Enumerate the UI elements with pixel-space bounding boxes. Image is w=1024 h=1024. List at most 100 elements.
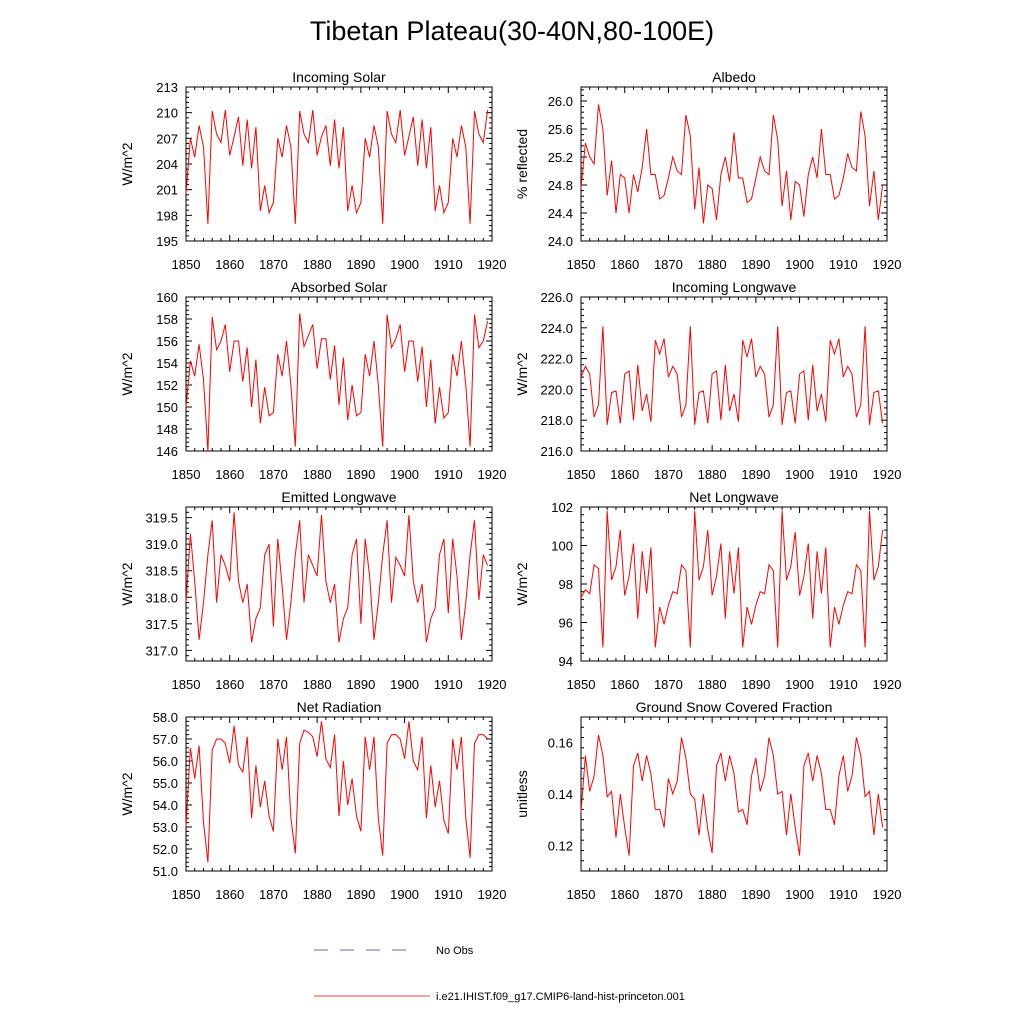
series-line-0 (185, 313, 489, 452)
y-tick-label: 317.0 (145, 643, 178, 658)
y-tick-label: 317.5 (145, 617, 178, 632)
x-tick-label: 1880 (303, 887, 332, 902)
y-tick-label: 24.4 (548, 206, 573, 221)
x-tick-label: 1890 (741, 257, 770, 272)
chart-panel-0: Incoming Solar W/m^2 1850 1860 1870 1880 1890 1… (119, 69, 506, 272)
x-tick-label: 1890 (346, 257, 375, 272)
y-tick-label: 319.5 (145, 511, 178, 526)
x-tick-label: 1870 (654, 467, 683, 482)
x-tick-label: 1890 (741, 467, 770, 482)
y-tick-label: 146 (156, 444, 178, 459)
x-tick-label: 1920 (873, 467, 902, 482)
y-tick-label: 207 (156, 131, 178, 146)
x-tick-label: 1910 (434, 677, 463, 692)
x-tick-label: 1880 (698, 677, 727, 692)
series-line-0 (580, 104, 884, 224)
x-tick-label: 1890 (346, 887, 375, 902)
y-tick-label: 148 (156, 422, 178, 437)
series-line-0 (185, 110, 489, 224)
y-tick-label: 210 (156, 106, 178, 121)
y-tick-label: 56.0 (153, 754, 178, 769)
x-tick-label: 1900 (390, 257, 419, 272)
x-tick-label: 1860 (610, 257, 639, 272)
panel-title: Net Radiation (297, 699, 382, 715)
x-tick-label: 1910 (434, 467, 463, 482)
legend-label-no-obs: No Obs (436, 945, 474, 957)
y-tick-label: 102 (551, 500, 573, 515)
chart-panel-5: Net Longwave W/m^2 1850 1860 1870 1880 1890 190… (514, 489, 901, 692)
panel-title: Absorbed Solar (291, 279, 388, 295)
figure-title: Tibetan Plateau(30-40N,80-100E) (310, 16, 714, 46)
x-tick-label: 1860 (610, 887, 639, 902)
x-tick-label: 1920 (478, 257, 507, 272)
y-tick-label: 222.0 (540, 352, 573, 367)
y-tick-label: 24.8 (548, 178, 573, 193)
y-tick-label: 198 (156, 208, 178, 223)
y-tick-label: 94 (559, 654, 573, 669)
y-tick-label: 58.0 (153, 710, 178, 725)
chart-panel-6: Net Radiation W/m^2 1850 1860 1870 1880 1890 19… (119, 699, 506, 902)
panel-title: Incoming Solar (292, 69, 386, 85)
x-tick-label: 1910 (434, 257, 463, 272)
x-tick-label: 1850 (172, 677, 201, 692)
y-tick-label: 218.0 (540, 413, 573, 428)
x-tick-label: 1870 (259, 887, 288, 902)
x-tick-label: 1880 (698, 257, 727, 272)
y-tick-label: 156 (156, 334, 178, 349)
y-tick-label: 152 (156, 378, 178, 393)
y-tick-label: 54.0 (153, 798, 178, 813)
x-tick-label: 1900 (785, 257, 814, 272)
plot-frame (185, 296, 493, 452)
x-tick-label: 1870 (259, 257, 288, 272)
y-tick-label: 204 (156, 157, 178, 172)
x-tick-label: 1900 (785, 887, 814, 902)
series-line-0 (185, 721, 488, 863)
x-tick-label: 1900 (390, 677, 419, 692)
x-tick-label: 1850 (567, 467, 596, 482)
y-tick-label: 213 (156, 80, 178, 95)
series-line-0 (580, 510, 884, 648)
panel-title: Incoming Longwave (672, 279, 797, 295)
x-tick-label: 1860 (610, 467, 639, 482)
y-tick-label: 158 (156, 312, 178, 327)
y-axis-label: W/m^2 (119, 772, 135, 815)
y-tick-label: 195 (156, 234, 178, 249)
y-axis-label: W/m^2 (119, 142, 135, 185)
y-tick-label: 318.0 (145, 590, 178, 605)
panel-title: Net Longwave (689, 489, 779, 505)
x-tick-label: 1910 (829, 467, 858, 482)
y-tick-label: 150 (156, 400, 178, 415)
x-tick-label: 1870 (654, 887, 683, 902)
x-tick-label: 1860 (215, 677, 244, 692)
y-tick-label: 100 (551, 539, 573, 554)
x-tick-label: 1880 (303, 677, 332, 692)
chart-panel-4: Emitted Longwave W/m^2 1850 1860 1870 1880 189… (119, 489, 506, 692)
y-tick-label: 25.2 (548, 150, 573, 165)
y-axis-label: W/m^2 (119, 352, 135, 395)
y-tick-label: 216.0 (540, 444, 573, 459)
y-tick-label: 220.0 (540, 382, 573, 397)
x-tick-label: 1920 (873, 257, 902, 272)
x-tick-label: 1850 (567, 257, 596, 272)
y-tick-label: 96 (559, 616, 573, 631)
y-axis-label: unitless (514, 770, 530, 817)
legend: No Obs i.e21.IHIST.f09_g17.CMIP6-land-hi… (314, 945, 685, 1003)
x-tick-label: 1870 (654, 257, 683, 272)
panel-title: Ground Snow Covered Fraction (636, 699, 833, 715)
panels: Incoming Solar W/m^2 1850 1860 1870 1880 1890 1… (119, 69, 901, 902)
y-tick-label: 0.12 (548, 838, 573, 853)
x-tick-label: 1890 (346, 467, 375, 482)
chart-panel-7: Ground Snow Covered Fraction unitless 1850… (514, 699, 901, 902)
series-line-0 (580, 326, 884, 425)
x-tick-label: 1860 (215, 887, 244, 902)
y-tick-label: 160 (156, 290, 178, 305)
y-tick-label: 24.0 (548, 234, 573, 249)
x-tick-label: 1850 (567, 677, 596, 692)
x-tick-label: 1870 (259, 677, 288, 692)
x-tick-label: 1860 (610, 677, 639, 692)
y-tick-label: 226.0 (540, 290, 573, 305)
panel-title: Albedo (712, 69, 756, 85)
y-tick-label: 0.16 (548, 736, 573, 751)
y-tick-label: 57.0 (153, 732, 178, 747)
